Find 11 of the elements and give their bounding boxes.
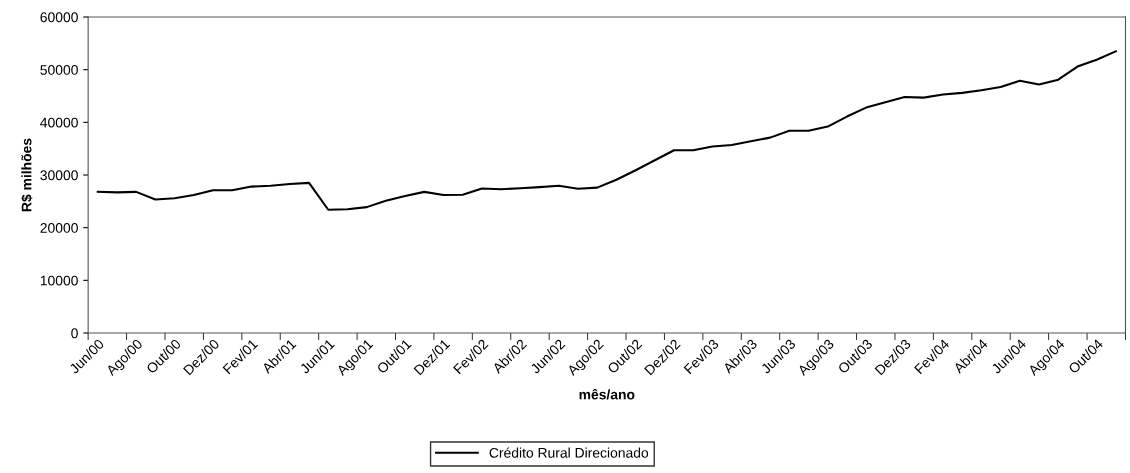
y-tick-label: 10000 <box>40 275 78 286</box>
y-tick-label: 30000 <box>40 170 78 181</box>
legend-label: Crédito Rural Direcionado <box>489 447 649 458</box>
y-tick-label: 60000 <box>40 12 78 23</box>
line-series <box>96 50 1117 211</box>
y-tick-label: 50000 <box>40 65 78 75</box>
y-tick-label: 0 <box>71 328 78 339</box>
x-axis-title: mês/ano <box>579 388 635 400</box>
y-axis-title: R$ milhões <box>21 138 33 212</box>
y-tick-label: 20000 <box>40 223 78 233</box>
y-tick-label: 40000 <box>40 117 78 128</box>
